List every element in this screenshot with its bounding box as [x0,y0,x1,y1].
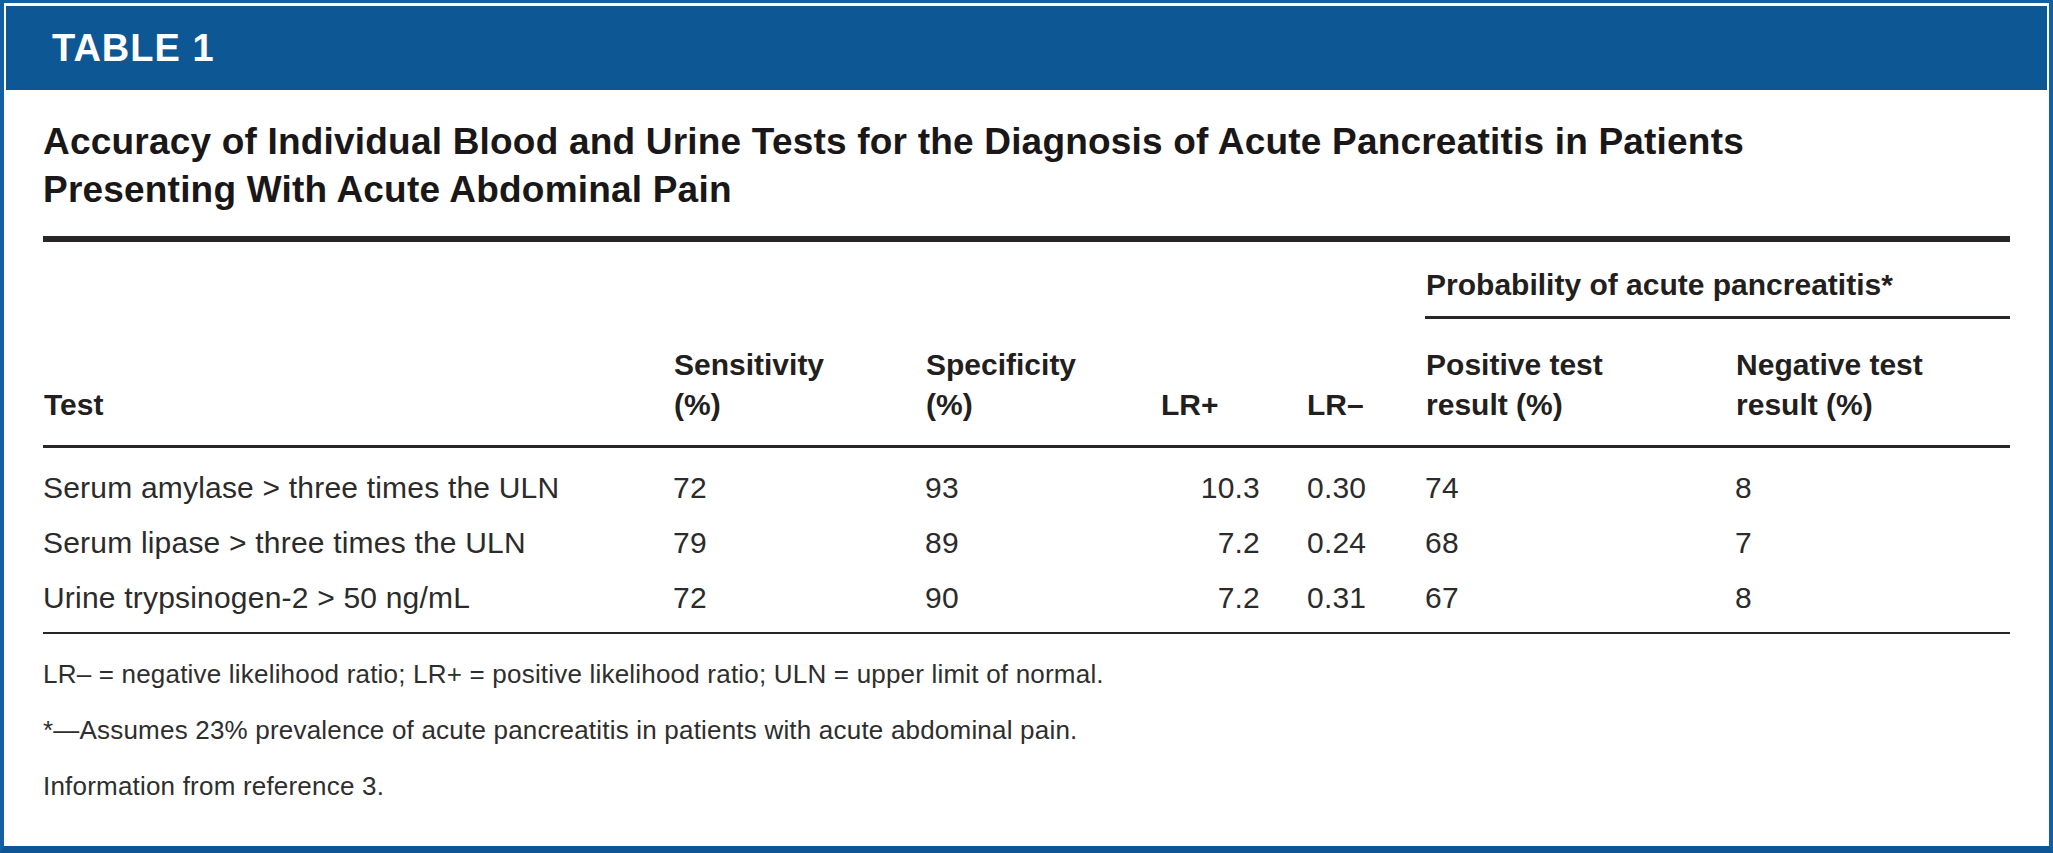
footnote-source: Information from reference 3. [43,771,2010,802]
cell-negative-result: 8 [1735,447,2010,516]
col-header-lr-plus: LR+ [1160,318,1260,447]
col-header-negative-line1: Negative test [1736,345,2009,385]
col-header-lr-minus-line1: LR– [1307,385,1424,425]
col-header-positive-line2: result (%) [1426,385,1734,425]
cell-lr-minus: 0.30 [1260,447,1425,516]
cell-specificity: 93 [925,447,1160,516]
table-number-label: TABLE 1 [52,27,215,70]
col-header-test-line1: Test [44,385,672,425]
cell-sensitivity: 72 [673,570,925,633]
cell-positive-result: 74 [1425,447,1735,516]
cell-specificity: 90 [925,570,1160,633]
col-header-specificity-line1: Specificity [926,345,1159,385]
cell-sensitivity: 79 [673,515,925,570]
cell-positive-result: 68 [1425,515,1735,570]
col-header-sensitivity-line2: (%) [674,385,924,425]
col-header-lr-plus-line1: LR+ [1161,385,1259,425]
table-banner: TABLE 1 [6,6,2047,90]
table-title: Accuracy of Individual Blood and Urine T… [43,118,2010,214]
col-header-specificity: Specificity (%) [925,318,1160,447]
table-row-serum-amylase: Serum amylase > three times the ULN 72 9… [43,447,2010,516]
table-title-line2: Presenting With Acute Abdominal Pain [43,166,2010,214]
table-title-line1: Accuracy of Individual Blood and Urine T… [43,118,2010,166]
cell-test: Urine trypsinogen-2 > 50 ng/mL [43,570,673,633]
cell-lr-plus: 7.2 [1160,570,1260,633]
footnote-asterisk: *—Assumes 23% prevalence of acute pancre… [43,715,2010,746]
cell-lr-plus: 10.3 [1160,447,1260,516]
col-header-positive-line1: Positive test [1426,345,1734,385]
col-header-test: Test [43,318,673,447]
cell-specificity: 89 [925,515,1160,570]
group-header-row: Probability of acute pancreatitis* [43,242,2010,318]
cell-lr-minus: 0.31 [1260,570,1425,633]
table-figure: TABLE 1 Accuracy of Individual Blood and… [0,0,2053,853]
footnote-abbreviations: LR– = negative likelihood ratio; LR+ = p… [43,659,2010,690]
accuracy-table: Probability of acute pancreatitis* Test … [43,242,2010,634]
cell-positive-result: 67 [1425,570,1735,633]
cell-negative-result: 7 [1735,515,2010,570]
group-header-probability: Probability of acute pancreatitis* [1425,242,2010,318]
cell-lr-plus: 7.2 [1160,515,1260,570]
col-header-positive-test: Positive test result (%) [1425,318,1735,447]
column-header-row: Test Sensitivity (%) Specificity (%) LR+ [43,318,2010,447]
col-header-sensitivity-line1: Sensitivity [674,345,924,385]
group-header-spacer [43,242,1425,318]
cell-negative-result: 8 [1735,570,2010,633]
col-header-negative-line2: result (%) [1736,385,2009,425]
table-row-urine-trypsinogen: Urine trypsinogen-2 > 50 ng/mL 72 90 7.2… [43,570,2010,633]
footnotes-section: LR– = negative likelihood ratio; LR+ = p… [43,659,2010,802]
table-content: Accuracy of Individual Blood and Urine T… [4,118,2049,802]
cell-sensitivity: 72 [673,447,925,516]
col-header-sensitivity: Sensitivity (%) [673,318,925,447]
cell-lr-minus: 0.24 [1260,515,1425,570]
table-row-serum-lipase: Serum lipase > three times the ULN 79 89… [43,515,2010,570]
cell-test: Serum amylase > three times the ULN [43,447,673,516]
col-header-lr-minus: LR– [1260,318,1425,447]
cell-test: Serum lipase > three times the ULN [43,515,673,570]
col-header-negative-test: Negative test result (%) [1735,318,2010,447]
col-header-specificity-line2: (%) [926,385,1159,425]
